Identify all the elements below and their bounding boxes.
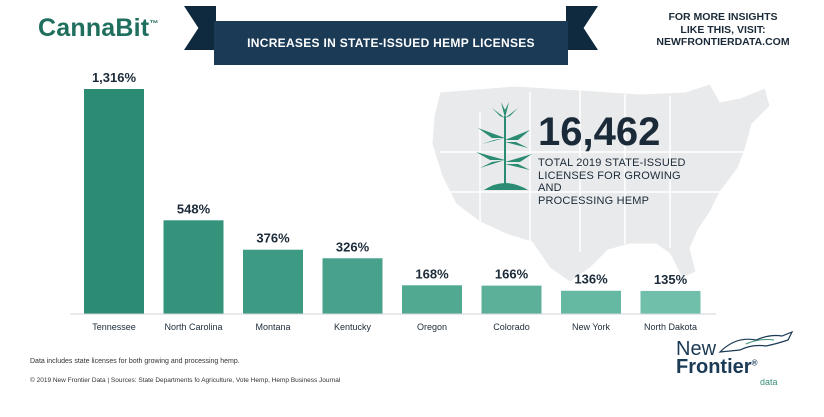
bar-value-label: 135% xyxy=(654,272,688,287)
category-label: North Dakota xyxy=(644,322,697,332)
bar-montana xyxy=(243,249,303,314)
bar-value-label: 168% xyxy=(415,266,449,281)
bar-value-label: 548% xyxy=(177,201,211,216)
copyright-sources: © 2019 New Frontier Data | Sources: Stat… xyxy=(30,377,341,384)
us-map xyxy=(420,72,780,292)
nf-reg: ® xyxy=(751,358,758,368)
cannabit-logo: CannaBit™ xyxy=(38,14,159,43)
nf-word-new: New xyxy=(676,338,717,360)
category-label: Montana xyxy=(255,322,290,332)
hemp-plant-icon xyxy=(476,102,532,190)
horse-logo-icon xyxy=(718,330,794,353)
bar-colorado xyxy=(481,285,542,314)
bar-tennessee xyxy=(84,89,144,314)
total-licenses-number: 16,462 xyxy=(538,110,661,154)
bar-north-dakota xyxy=(640,290,701,314)
category-label: Colorado xyxy=(493,322,530,332)
bar-kentucky xyxy=(322,258,383,314)
title-banner: INCREASES IN STATE-ISSUED HEMP LICENSES xyxy=(214,21,568,65)
bar-value-label: 326% xyxy=(336,239,370,254)
category-label: Kentucky xyxy=(334,322,372,332)
us-map-icon xyxy=(431,83,771,283)
caption-line-3: PROCESSING HEMP xyxy=(538,194,650,207)
chart-title: INCREASES IN STATE-ISSUED HEMP LICENSES xyxy=(247,36,535,50)
total-licenses-caption: TOTAL 2019 STATE-ISSUED LICENSES FOR GRO… xyxy=(538,157,698,207)
nf-frontier-text: Frontier xyxy=(676,356,752,378)
bar-new-york xyxy=(561,290,621,314)
insights-url[interactable]: NEWFRONTIERDATA.COM xyxy=(656,36,790,48)
category-label: Oregon xyxy=(417,322,447,332)
bar-value-label: 136% xyxy=(574,272,608,287)
bar-value-label: 1,316% xyxy=(92,70,137,85)
insights-callout: FOR MORE INSIGHTS LIKE THIS, VISIT: NEWF… xyxy=(640,11,806,49)
category-label: New York xyxy=(572,322,611,332)
bar-oregon xyxy=(402,285,462,314)
data-footnote: Data includes state licenses for both gr… xyxy=(30,358,240,365)
category-label: Tennessee xyxy=(92,322,136,332)
caption-line-1: TOTAL 2019 STATE-ISSUED xyxy=(538,157,686,169)
bar-value-label: 166% xyxy=(495,267,529,282)
caption-line-2: LICENSES FOR GROWING AND xyxy=(538,169,681,195)
nf-word-frontier: Frontier® xyxy=(676,356,757,379)
nf-word-data: data xyxy=(760,377,778,387)
insights-line-2: LIKE THIS, VISIT: xyxy=(680,23,766,36)
bar-north-carolina xyxy=(163,220,224,314)
category-label: North Carolina xyxy=(164,322,222,332)
brand-name: CannaBit xyxy=(38,14,150,42)
insights-line-1: FOR MORE INSIGHTS xyxy=(668,11,778,23)
new-frontier-data-logo: New Frontier® data xyxy=(676,330,796,390)
bars-group: 1,316% Tennessee 548% North Carolina 376% Mon… xyxy=(84,70,701,332)
bar-value-label: 376% xyxy=(256,231,290,246)
brand-tm: ™ xyxy=(149,18,159,29)
